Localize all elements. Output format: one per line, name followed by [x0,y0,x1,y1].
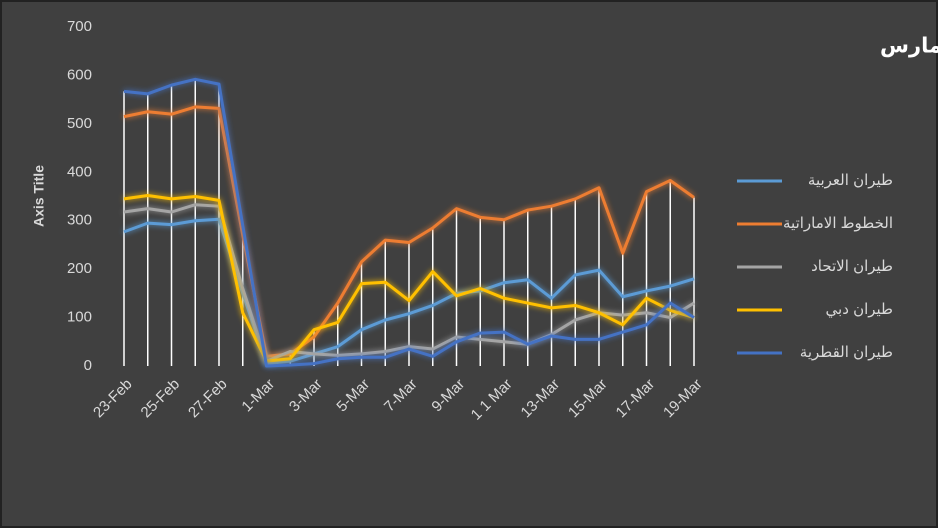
y-tick-label: 300 [67,212,92,229]
series-line [123,194,695,363]
series-line [123,105,695,358]
legend-label: طيران الاتحاد [811,258,893,275]
series-line [123,217,695,366]
y-tick-label: 0 [84,357,92,374]
legend-label: الخطوط الاماراتية [783,215,893,232]
y-axis-title: Axis Title [31,165,47,227]
y-tick-label: 400 [67,163,92,180]
legend-label: طيران العربية [808,172,893,189]
y-tick-label: 200 [67,260,92,277]
y-tick-label: 100 [67,309,92,326]
y-tick-label: 500 [67,115,92,132]
chart-title: حركة طيران الخليج خلال الفترة من 23 فبرا… [880,35,941,58]
y-tick-label: 700 [67,18,92,35]
legend-label: طيران القطرية [800,344,893,361]
series-line [123,77,695,368]
y-tick-label: 600 [67,66,92,83]
legend-label: طيران دبي [826,301,893,319]
